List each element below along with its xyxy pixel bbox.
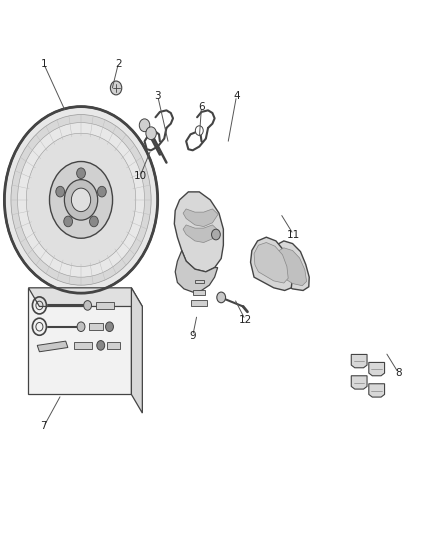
Polygon shape bbox=[351, 354, 367, 368]
Circle shape bbox=[56, 187, 64, 197]
Circle shape bbox=[4, 107, 158, 293]
Text: 8: 8 bbox=[395, 368, 402, 378]
Polygon shape bbox=[28, 288, 142, 306]
Polygon shape bbox=[369, 362, 385, 376]
Polygon shape bbox=[272, 241, 309, 290]
Circle shape bbox=[195, 126, 203, 135]
Circle shape bbox=[110, 81, 122, 95]
Circle shape bbox=[77, 168, 85, 179]
Text: 4: 4 bbox=[233, 91, 240, 101]
Text: 6: 6 bbox=[198, 102, 205, 111]
Circle shape bbox=[18, 123, 145, 277]
Polygon shape bbox=[195, 280, 204, 283]
Circle shape bbox=[139, 119, 150, 132]
Polygon shape bbox=[183, 209, 218, 227]
Text: 10: 10 bbox=[134, 171, 147, 181]
Circle shape bbox=[212, 229, 220, 240]
Circle shape bbox=[89, 216, 98, 227]
Polygon shape bbox=[28, 288, 131, 394]
Polygon shape bbox=[274, 248, 307, 286]
Circle shape bbox=[84, 301, 92, 310]
Polygon shape bbox=[183, 225, 218, 243]
Polygon shape bbox=[254, 243, 288, 283]
Circle shape bbox=[98, 187, 106, 197]
Polygon shape bbox=[174, 192, 223, 272]
Polygon shape bbox=[351, 376, 367, 389]
Text: 7: 7 bbox=[40, 422, 47, 431]
Text: 3: 3 bbox=[154, 91, 161, 101]
Polygon shape bbox=[131, 288, 142, 413]
Circle shape bbox=[97, 341, 105, 350]
Text: 11: 11 bbox=[287, 230, 300, 239]
Polygon shape bbox=[191, 300, 207, 306]
Polygon shape bbox=[369, 384, 385, 397]
Polygon shape bbox=[193, 290, 205, 295]
Polygon shape bbox=[251, 237, 293, 290]
Polygon shape bbox=[96, 302, 114, 309]
Polygon shape bbox=[74, 342, 92, 349]
Circle shape bbox=[26, 133, 136, 266]
Circle shape bbox=[71, 188, 91, 212]
Polygon shape bbox=[175, 251, 218, 292]
Polygon shape bbox=[107, 342, 120, 349]
Circle shape bbox=[11, 115, 151, 285]
Text: 2: 2 bbox=[115, 59, 122, 69]
Circle shape bbox=[217, 292, 226, 303]
Circle shape bbox=[77, 322, 85, 332]
Polygon shape bbox=[37, 341, 68, 352]
Text: 12: 12 bbox=[239, 315, 252, 325]
Circle shape bbox=[64, 180, 98, 220]
Circle shape bbox=[49, 161, 113, 238]
Text: 1: 1 bbox=[40, 59, 47, 69]
Circle shape bbox=[146, 127, 156, 140]
Circle shape bbox=[106, 322, 113, 332]
Circle shape bbox=[64, 216, 73, 227]
Polygon shape bbox=[89, 323, 103, 330]
Text: 9: 9 bbox=[189, 331, 196, 341]
